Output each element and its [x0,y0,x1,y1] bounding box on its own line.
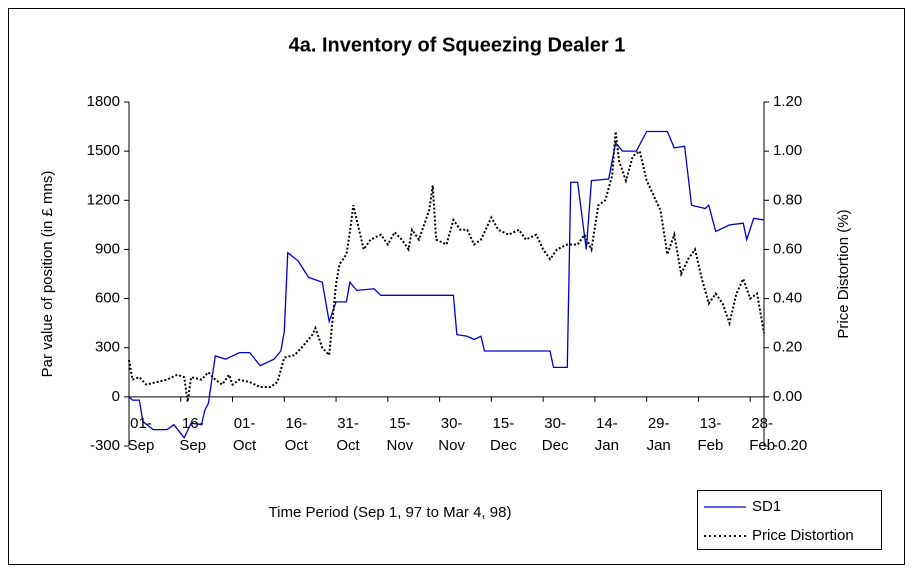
y-tick-label: 1200 [87,191,120,208]
series-line [128,131,765,402]
x-tick-label: 28- Feb [749,414,776,454]
x-tick-label: 15- Dec [490,414,517,454]
x-tick-label: 15- Nov [386,414,414,454]
x-tick-label: 01- Sep [127,414,155,454]
y-tick-label: 900 [95,240,120,257]
y-tick-label: -300 [90,437,120,454]
legend-label: Price Distortion [752,527,854,544]
series-line [128,130,765,440]
y2-tick-label: -0.20 [773,437,807,454]
legend-label: SD1 [752,498,781,515]
x-tick-label: 16- Sep [179,414,207,454]
x-tick-label: 29- Jan [646,414,671,454]
y2-tick-label: 0.20 [773,339,802,356]
x-tick-label: 14- Jan [594,414,619,454]
chart-border [8,8,905,565]
y2-tick-label: 0.00 [773,388,802,405]
chart-title: 4a. Inventory of Squeezing Dealer 1 [289,34,626,56]
y2-tick-label: 0.60 [773,240,802,257]
x-tick-label: 31- Oct [336,414,360,454]
x-tick-label: 13- Feb [697,414,724,454]
y2-tick-label: 1.20 [773,93,802,110]
x-tick-label: 01- Oct [232,414,257,454]
y-tick-label: 600 [95,290,120,307]
y2-tick-label: 1.00 [773,142,802,159]
y-tick-label: 1800 [87,93,120,110]
y-axis-label: Par value of position (in £ mns) [39,171,56,378]
y2-tick-label: 0.80 [773,191,802,208]
y2-axis-label: Price Distortion (%) [835,209,852,338]
y-tick-label: 1500 [87,142,120,159]
x-tick-label: 16- Oct [284,414,308,454]
x-tick-label: 30- Nov [438,414,465,454]
y-tick-label: 0 [112,388,120,405]
x-axis-label: Time Period (Sep 1, 97 to Mar 4, 98) [269,504,512,521]
y-tick-label: 300 [95,339,120,356]
legend-box [697,490,882,550]
y2-tick-label: 0.40 [773,290,802,307]
x-tick-label: 30- Dec [541,414,569,454]
